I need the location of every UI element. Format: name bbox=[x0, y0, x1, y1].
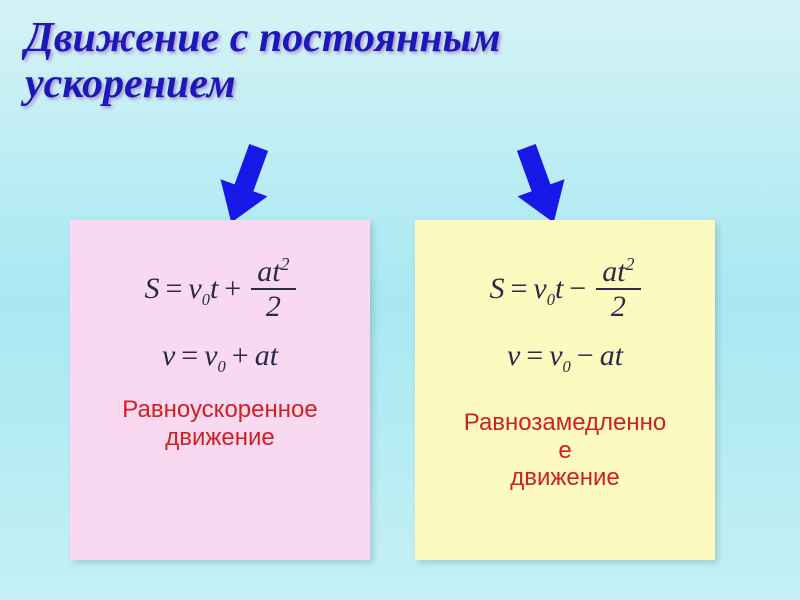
page-title: Движение с постоянным ускорением bbox=[25, 15, 501, 107]
formula-s-accel: S = v0 t + at2 2 v = v0 + at bbox=[80, 255, 360, 371]
var-t: t bbox=[615, 341, 623, 371]
eq-sign: = bbox=[165, 274, 182, 304]
var-S: S bbox=[489, 274, 504, 304]
title-line-2: ускорением bbox=[25, 61, 236, 107]
arrow-left-icon bbox=[205, 140, 285, 230]
var-a: a bbox=[600, 341, 615, 371]
caption-decelerated: Равнозамедленно е движение bbox=[425, 409, 705, 492]
eq-sign: = bbox=[510, 274, 527, 304]
var-S: S bbox=[144, 274, 159, 304]
caption-accelerated: Равноускоренное движение bbox=[80, 396, 360, 451]
var-v: v bbox=[162, 341, 175, 371]
fraction: at2 2 bbox=[596, 255, 640, 323]
formula-s-decel: S = v0 t − at2 2 v = v0 − at bbox=[425, 255, 705, 371]
op-minus: − bbox=[577, 341, 594, 371]
var-a: a bbox=[255, 341, 270, 371]
eq-sign: = bbox=[181, 341, 198, 371]
var-v0: v0 bbox=[188, 274, 210, 304]
var-v0: v0 bbox=[533, 274, 555, 304]
var-v: v bbox=[507, 341, 520, 371]
var-t: t bbox=[555, 274, 563, 304]
panel-accelerated: S = v0 t + at2 2 v = v0 + at Равноускоре… bbox=[70, 220, 370, 560]
panel-decelerated: S = v0 t − at2 2 v = v0 − at Равнозамедл… bbox=[415, 220, 715, 560]
op-plus: + bbox=[224, 274, 241, 304]
var-v0: v0 bbox=[204, 341, 226, 371]
var-t: t bbox=[270, 341, 278, 371]
title-line-1: Движение с постоянным bbox=[25, 15, 501, 61]
op-minus: − bbox=[569, 274, 586, 304]
eq-sign: = bbox=[526, 341, 543, 371]
fraction: at2 2 bbox=[251, 255, 295, 323]
arrow-right-icon bbox=[500, 140, 580, 230]
op-plus: + bbox=[232, 341, 249, 371]
var-t: t bbox=[210, 274, 218, 304]
var-v0: v0 bbox=[549, 341, 571, 371]
